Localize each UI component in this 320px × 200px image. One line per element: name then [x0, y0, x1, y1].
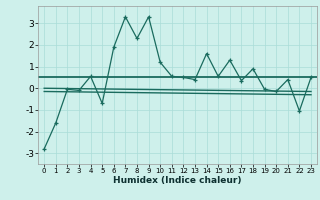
X-axis label: Humidex (Indice chaleur): Humidex (Indice chaleur): [113, 176, 242, 185]
